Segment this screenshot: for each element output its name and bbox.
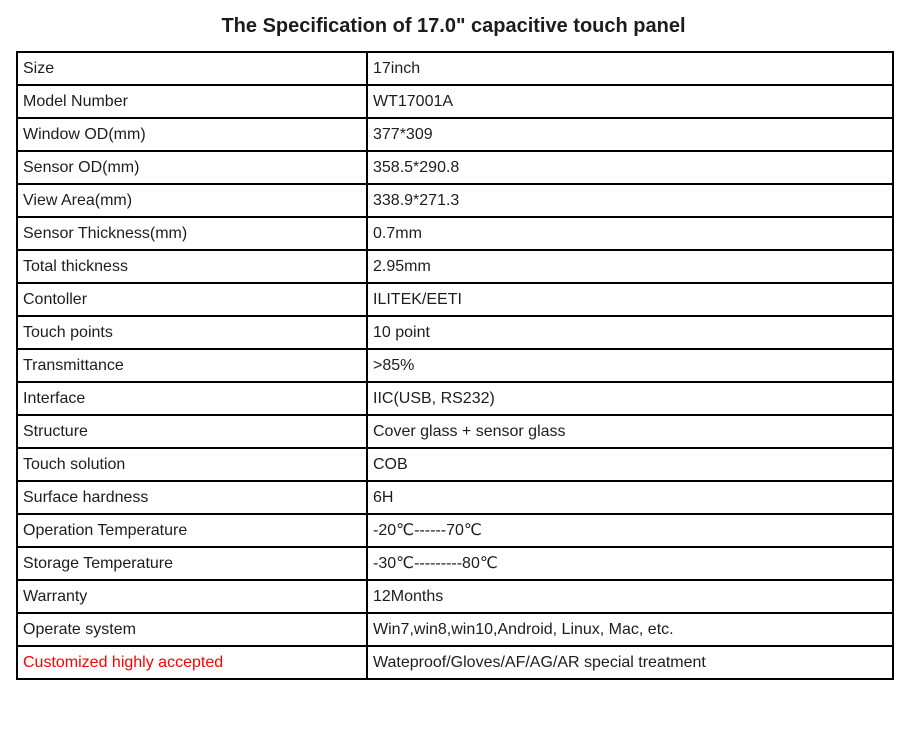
spec-label: Surface hardness — [16, 480, 368, 515]
table-row: Sensor OD(mm) 358.5*290.8 — [16, 150, 894, 185]
spec-table: Size 17inch Model Number WT17001A Window OD(… — [16, 51, 894, 680]
spec-label: Sensor OD(mm) — [16, 150, 368, 185]
page-title: The Specification of 17.0" capacitive to… — [221, 15, 686, 37]
table-row: Touch points 10 point — [16, 315, 894, 350]
table-row: Window OD(mm) 377*309 — [16, 117, 894, 152]
spec-label: Sensor Thickness(mm) — [16, 216, 368, 251]
spec-label: Storage Temperature — [16, 546, 368, 581]
spec-value: 6H — [366, 480, 894, 515]
table-row: Surface hardness 6H — [16, 480, 894, 515]
spec-value: 338.9*271.3 — [366, 183, 894, 218]
spec-value: 358.5*290.8 — [366, 150, 894, 185]
spec-label: Structure — [16, 414, 368, 449]
spec-label: Interface — [16, 381, 368, 416]
spec-value: Win7,win8,win10,Android, Linux, Mac, etc… — [366, 612, 894, 647]
spec-value: 10 point — [366, 315, 894, 350]
table-row: Storage Temperature -30℃---------80℃ — [16, 546, 894, 581]
spec-label: Touch solution — [16, 447, 368, 482]
table-row: View Area(mm) 338.9*271.3 — [16, 183, 894, 218]
table-row: Contoller ILITEK/EETI — [16, 282, 894, 317]
spec-value: 0.7mm — [366, 216, 894, 251]
spec-value: ILITEK/EETI — [366, 282, 894, 317]
spec-label: Warranty — [16, 579, 368, 614]
spec-label: Model Number — [16, 84, 368, 119]
spec-label: Size — [16, 51, 368, 86]
spec-label: Contoller — [16, 282, 368, 317]
table-row: Total thickness 2.95mm — [16, 249, 894, 284]
spec-value: 377*309 — [366, 117, 894, 152]
spec-label: Total thickness — [16, 249, 368, 284]
spec-value: WT17001A — [366, 84, 894, 119]
spec-value: COB — [366, 447, 894, 482]
spec-value: -30℃---------80℃ — [366, 546, 894, 581]
table-row: Operate system Win7,win8,win10,Android, L… — [16, 612, 894, 647]
spec-value: -20℃------70℃ — [366, 513, 894, 548]
spec-value: Cover glass + sensor glass — [366, 414, 894, 449]
table-row: Customized highly accepted Wateproof/Glov… — [16, 645, 894, 680]
spec-label: Customized highly accepted — [16, 645, 368, 680]
spec-label: Transmittance — [16, 348, 368, 383]
spec-label: Touch points — [16, 315, 368, 350]
table-row: Size 17inch — [16, 51, 894, 86]
spec-label: View Area(mm) — [16, 183, 368, 218]
spec-table-body: Size 17inch Model Number WT17001A Window OD(… — [16, 51, 894, 680]
spec-label: Operate system — [16, 612, 368, 647]
table-row: Operation Temperature -20℃------70℃ — [16, 513, 894, 548]
table-row: Sensor Thickness(mm) 0.7mm — [16, 216, 894, 251]
table-row: Interface IIC(USB, RS232) — [16, 381, 894, 416]
table-row: Transmittance >85% — [16, 348, 894, 383]
spec-value: Wateproof/Gloves/AF/AG/AR special treatm… — [366, 645, 894, 680]
spec-value: >85% — [366, 348, 894, 383]
table-row: Model Number WT17001A — [16, 84, 894, 119]
spec-value: IIC(USB, RS232) — [366, 381, 894, 416]
spec-label: Window OD(mm) — [16, 117, 368, 152]
spec-value: 12Months — [366, 579, 894, 614]
table-row: Touch solution COB — [16, 447, 894, 482]
table-row: Structure Cover glass + sensor glass — [16, 414, 894, 449]
table-row: Warranty 12Months — [16, 579, 894, 614]
spec-value: 2.95mm — [366, 249, 894, 284]
spec-label: Operation Temperature — [16, 513, 368, 548]
spec-value: 17inch — [366, 51, 894, 86]
